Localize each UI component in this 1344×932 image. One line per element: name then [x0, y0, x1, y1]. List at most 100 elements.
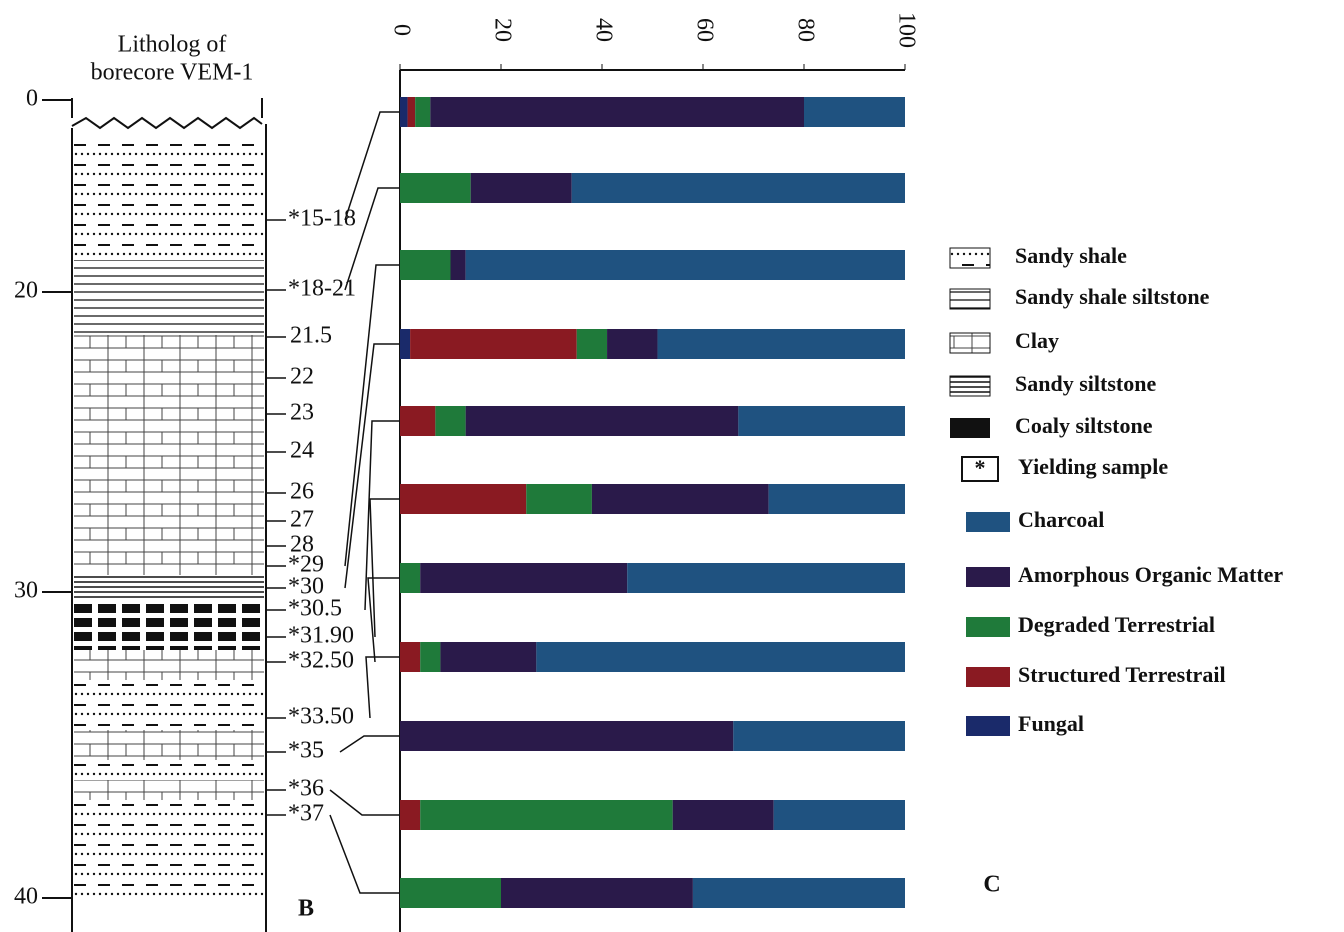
depth-sample-label: 23 [290, 400, 314, 426]
x-tick-label: 20 [489, 18, 515, 42]
page: { "litholog": { "title_lines": ["Litholo… [0, 0, 1344, 932]
clay-layer [74, 650, 264, 680]
sandy-shale-siltstone-layer [74, 260, 264, 335]
depth-sample-label: 22 [290, 364, 314, 390]
legend-swatch [966, 617, 1010, 637]
bar-segment [572, 173, 905, 203]
bar-segment [738, 406, 905, 436]
depth-sample-label: 24 [290, 438, 314, 464]
legend-label: Structured Terrestrail [1018, 662, 1226, 687]
bar-segment [733, 721, 905, 751]
x-tick-label: 80 [792, 18, 818, 42]
bar-segment [627, 563, 905, 593]
depth-label: 20 [14, 278, 38, 304]
bar-segment [774, 800, 905, 830]
connector [330, 815, 400, 893]
legend: Sandy shale Sandy shale siltstone Clay S… [950, 243, 1283, 736]
x-tick-label: 40 [590, 18, 616, 42]
bar-segment [400, 329, 410, 359]
legend-swatch [966, 716, 1010, 736]
legend-swatch [950, 289, 990, 309]
bar-segment [673, 800, 774, 830]
legend-label: Yielding sample [1018, 454, 1168, 479]
sample-label: *33.50 [288, 704, 354, 730]
bar-segment [420, 642, 440, 672]
bar-segment [400, 878, 501, 908]
legend-swatch [950, 248, 990, 268]
bar-segment [400, 642, 420, 672]
x-tick-label: 0 [388, 24, 414, 36]
bar-segment [400, 97, 408, 127]
connector [340, 736, 400, 752]
bar-segment [400, 800, 420, 830]
legend-label: Sandy shale [1015, 243, 1127, 268]
legend-swatch [966, 667, 1010, 687]
bar-segment [400, 563, 420, 593]
bar-segment [471, 173, 572, 203]
depth-label: 30 [14, 578, 38, 604]
sandy-shale-layer [74, 760, 264, 780]
bar-segment [536, 642, 905, 672]
bar-segment [658, 329, 905, 359]
legend-label: Amorphous Organic Matter [1018, 562, 1283, 587]
clay-layer [74, 780, 264, 800]
legend-label: Coaly siltstone [1015, 413, 1153, 438]
bar-segment [400, 484, 526, 514]
legend-symbol: * [975, 455, 986, 480]
figure: Litholog of borecore VEM-1 B C Sandy sha… [0, 0, 1344, 932]
connector [366, 657, 400, 718]
panel-label: C [983, 872, 1000, 898]
bar-segment [607, 329, 658, 359]
depth-sample-label: 21.5 [290, 323, 332, 349]
legend-swatch [950, 418, 990, 438]
sample-label: *37 [288, 801, 324, 827]
bar-segment [430, 97, 804, 127]
sandy-shale-layer [74, 800, 264, 898]
sample-label: *35 [288, 738, 324, 764]
bar-segment [400, 406, 435, 436]
sample-label: *36 [288, 776, 324, 802]
sample-label: *31.90 [288, 623, 354, 649]
bar-segment [451, 250, 466, 280]
legend-label: Charcoal [1018, 507, 1104, 532]
x-tick-label: 100 [893, 12, 919, 48]
depth-label: 0 [26, 86, 38, 112]
bar-segment [501, 878, 693, 908]
bar-segment [410, 329, 577, 359]
sandy-siltstone-layer [74, 575, 264, 600]
coaly-siltstone-layer [74, 600, 264, 650]
bar-segment [400, 173, 471, 203]
bar-segment [466, 250, 905, 280]
sandy-shale-layer [74, 680, 264, 730]
clay-layer [74, 730, 264, 760]
x-tick-label: 60 [691, 18, 717, 42]
litholog-title: borecore VEM-1 [91, 60, 254, 86]
connector [330, 790, 400, 815]
bar-segment [769, 484, 905, 514]
legend-label: Sandy shale siltstone [1015, 284, 1210, 309]
litholog: Litholog of borecore VEM-1 B [72, 32, 314, 932]
depth-label: 40 [14, 884, 38, 910]
bar-segment [415, 97, 430, 127]
bar-segment [577, 329, 607, 359]
connector [370, 499, 400, 637]
litholog-title: Litholog of [118, 32, 227, 58]
bar-segment [592, 484, 769, 514]
bar-segment [420, 800, 673, 830]
bar-segment [804, 97, 905, 127]
bar-segment [466, 406, 739, 436]
break-line [72, 118, 262, 128]
bar-segment [440, 642, 536, 672]
bar-segment [693, 878, 905, 908]
legend-swatch [950, 376, 990, 396]
legend-label: Degraded Terrestrial [1018, 612, 1215, 637]
sample-label: *30.5 [288, 596, 342, 622]
legend-swatch [966, 512, 1010, 532]
panel-label: B [298, 896, 314, 922]
legend-label: Sandy siltstone [1015, 371, 1156, 396]
legend-label: Clay [1015, 328, 1059, 353]
sandy-shale-layer [74, 140, 264, 260]
bar-segment [420, 563, 627, 593]
bar-segment [400, 250, 451, 280]
legend-label: Fungal [1018, 711, 1084, 736]
